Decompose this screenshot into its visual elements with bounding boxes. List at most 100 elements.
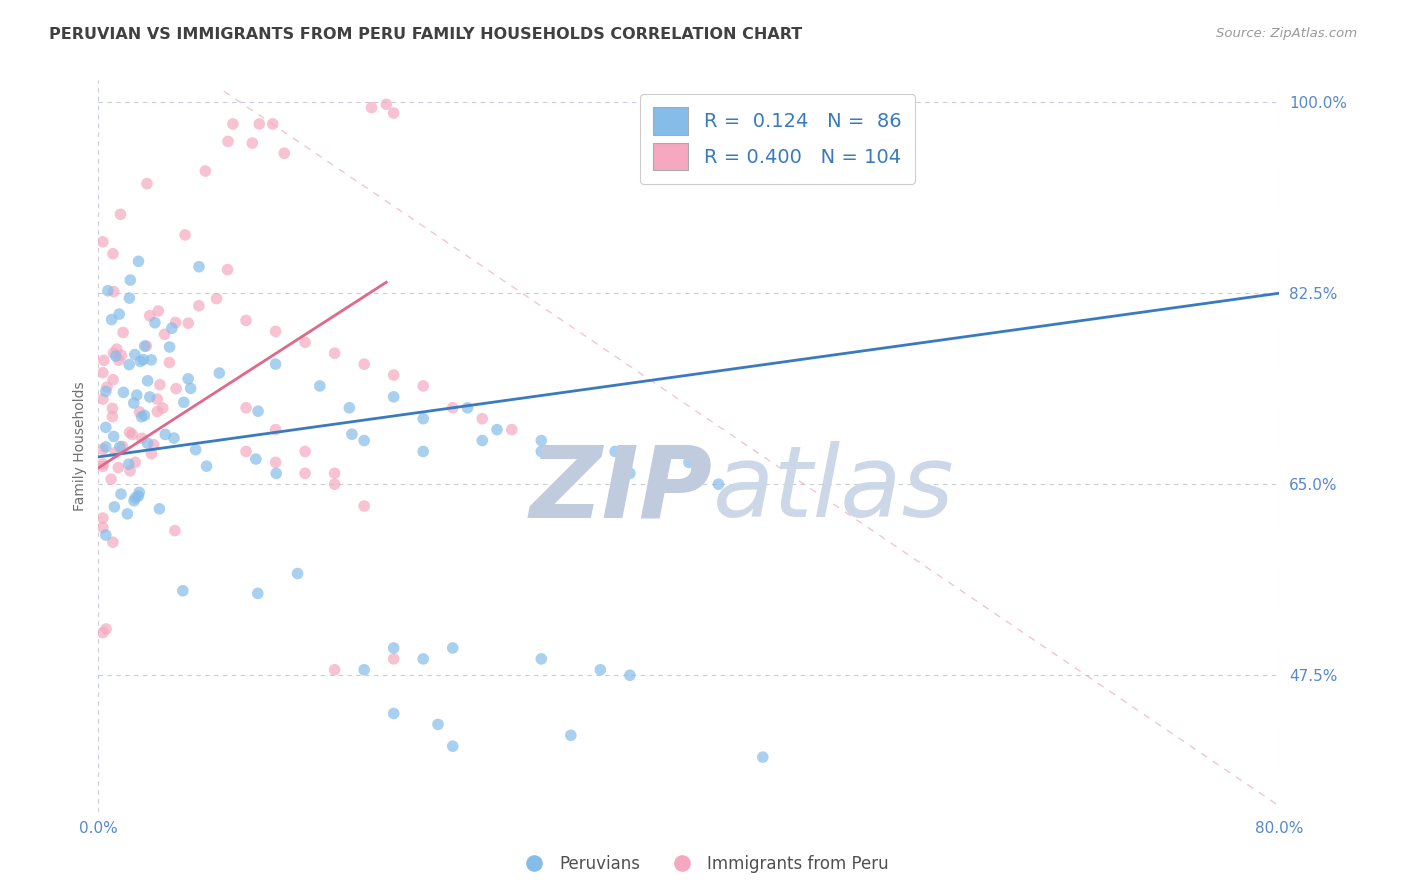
Point [530, 434, 553, 448]
Point [235, 313, 257, 327]
Point [530, 444, 553, 458]
Point [174, 227, 197, 242]
Point [159, 340, 181, 354]
Point [323, 467, 346, 481]
Point [530, 652, 553, 666]
Point [100, 472, 122, 486]
Point [105, 342, 128, 356]
Point [94, 622, 117, 636]
Point [217, 262, 239, 277]
Point [441, 739, 464, 754]
Point [560, 728, 582, 742]
Point [100, 312, 122, 326]
Point [141, 352, 163, 367]
Point [110, 207, 132, 221]
Point [141, 447, 163, 461]
Point [131, 409, 153, 424]
Point [93, 353, 115, 368]
Point [353, 434, 375, 448]
Point [353, 499, 375, 513]
Point [247, 117, 270, 131]
Point [340, 427, 363, 442]
Point [131, 431, 153, 445]
Point [118, 457, 141, 471]
Point [117, 507, 139, 521]
Point [427, 717, 450, 731]
Point [142, 438, 165, 452]
Point [235, 401, 257, 415]
Point [148, 304, 170, 318]
Point [707, 477, 730, 491]
Point [152, 401, 174, 415]
Text: PERUVIAN VS IMMIGRANTS FROM PERU FAMILY HOUSEHOLDS CORRELATION CHART: PERUVIAN VS IMMIGRANTS FROM PERU FAMILY … [49, 27, 803, 42]
Point [122, 396, 145, 410]
Point [678, 455, 700, 469]
Point [163, 524, 186, 538]
Point [309, 379, 332, 393]
Point [323, 663, 346, 677]
Point [264, 357, 287, 371]
Point [118, 291, 141, 305]
Point [353, 663, 375, 677]
Point [91, 366, 114, 380]
Point [412, 444, 434, 458]
Point [91, 459, 114, 474]
Point [264, 423, 287, 437]
Point [287, 566, 309, 581]
Text: atlas: atlas [713, 442, 955, 539]
Point [94, 384, 117, 399]
Point [160, 321, 183, 335]
Point [353, 357, 375, 371]
Point [103, 500, 125, 514]
Point [91, 457, 114, 471]
Point [91, 520, 114, 534]
Point [188, 260, 211, 274]
Point [246, 586, 269, 600]
Point [91, 442, 114, 457]
Point [104, 445, 127, 459]
Point [153, 327, 176, 342]
Point [101, 535, 124, 549]
Point [177, 372, 200, 386]
Point [605, 444, 627, 458]
Point [132, 352, 155, 367]
Point [217, 135, 239, 149]
Point [173, 395, 195, 409]
Point [108, 307, 131, 321]
Point [486, 423, 509, 437]
Point [471, 411, 494, 425]
Point [752, 750, 775, 764]
Point [382, 652, 405, 666]
Point [194, 164, 217, 178]
Point [96, 380, 118, 394]
Point [94, 528, 117, 542]
Text: ZIP: ZIP [530, 442, 713, 539]
Point [94, 420, 117, 434]
Point [205, 292, 228, 306]
Point [262, 117, 284, 131]
Point [135, 339, 157, 353]
Point [101, 401, 124, 416]
Point [112, 326, 135, 340]
Point [128, 485, 150, 500]
Point [134, 339, 156, 353]
Point [264, 467, 287, 481]
Point [139, 390, 162, 404]
Point [177, 316, 200, 330]
Point [163, 431, 186, 445]
Point [471, 434, 494, 448]
Point [412, 379, 434, 393]
Point [619, 467, 641, 481]
Point [107, 353, 129, 368]
Point [121, 427, 143, 442]
Point [103, 429, 125, 443]
Point [143, 316, 166, 330]
Text: Source: ZipAtlas.com: Source: ZipAtlas.com [1216, 27, 1357, 40]
Legend: R =  0.124   N =  86, R = 0.400   N = 104: R = 0.124 N = 86, R = 0.400 N = 104 [640, 94, 915, 184]
Point [91, 235, 114, 249]
Point [155, 427, 177, 442]
Point [382, 106, 405, 120]
Point [146, 404, 169, 418]
Point [235, 444, 257, 458]
Point [103, 285, 125, 299]
